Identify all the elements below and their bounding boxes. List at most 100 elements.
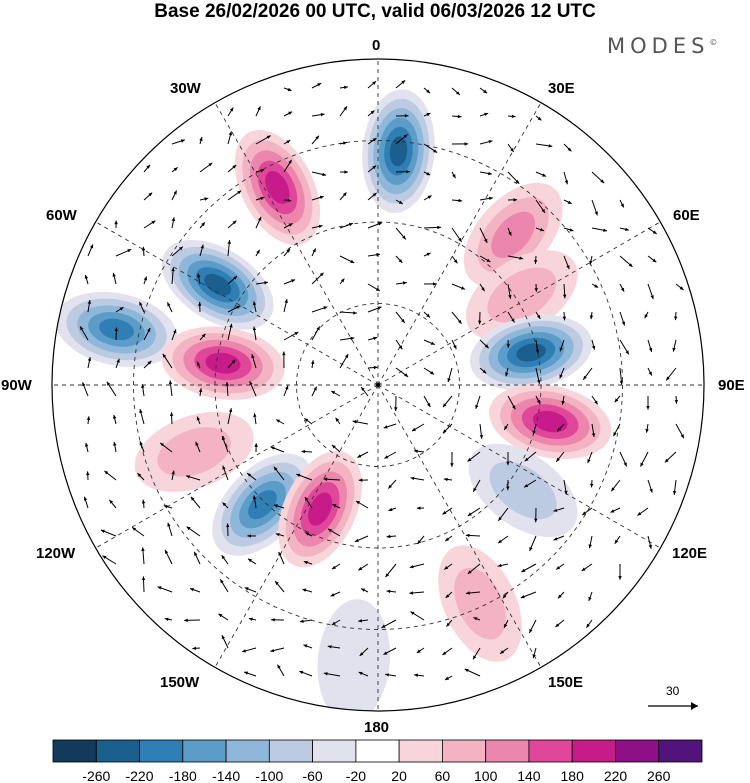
wind-vector-head — [220, 579, 224, 584]
wind-vector-head — [164, 617, 169, 621]
wind-vector-head — [275, 581, 279, 585]
anomaly-contour — [491, 211, 536, 258]
wind-vector-head — [482, 369, 487, 374]
wind-vector-head — [427, 195, 432, 199]
colorbar-tick-label: 60 — [435, 768, 451, 783]
wind-vector-head — [489, 196, 493, 201]
colorbar-swatch — [571, 739, 616, 763]
wind-vector-head — [430, 371, 435, 375]
map-title: Base 26/02/2026 00 UTC, valid 06/03/2026… — [154, 1, 596, 22]
wind-vector-head — [672, 347, 676, 352]
wind-vector-head — [221, 635, 225, 640]
colorbar-swatch — [615, 739, 660, 763]
wind-vector-head — [458, 319, 462, 324]
wind-vector-head — [327, 528, 332, 533]
wind-vector-head — [327, 645, 332, 649]
wind-vector-head — [484, 112, 489, 116]
wind-vector-head — [426, 252, 431, 256]
wind-vector-head — [350, 259, 355, 263]
wind-vector-head — [467, 512, 472, 516]
lon-label-150w: 150W — [160, 674, 200, 691]
anomaly-contour — [204, 273, 232, 296]
wind-vector-head — [404, 373, 409, 377]
wind-vector-head — [195, 441, 199, 446]
wind-vector-head — [461, 286, 465, 290]
reference-vector-label: 30 — [666, 684, 680, 698]
wind-vector-head — [372, 165, 377, 170]
wind-vector-head — [332, 565, 336, 570]
wind-vector-head — [192, 646, 197, 650]
wind-vector-head — [227, 240, 231, 244]
meridian-line — [377, 88, 550, 386]
wind-vector-head — [453, 345, 457, 349]
wind-vector-head — [458, 198, 463, 203]
wind-vector-head — [520, 595, 525, 599]
wind-vector-head — [137, 473, 142, 477]
wind-vector-head — [204, 197, 209, 201]
wind-vector-head — [316, 326, 320, 331]
wind-vector-head — [398, 259, 403, 263]
wind-vector-head — [385, 573, 390, 578]
colorbar-swatch — [398, 739, 443, 763]
wind-vector-head — [252, 301, 257, 306]
wind-vector-head — [384, 455, 389, 459]
wind-vector-head — [467, 457, 472, 462]
wind-vector-head — [286, 248, 290, 253]
wind-vector-head — [358, 478, 363, 482]
wind-vector-head — [253, 413, 257, 417]
wind-vector-head — [414, 449, 418, 453]
colorbar-tick-label: -260 — [82, 768, 110, 783]
wind-vector-head — [486, 258, 491, 262]
wind-vector-head — [553, 508, 558, 512]
reference-arrowhead — [691, 702, 698, 710]
wind-vector-head — [611, 487, 615, 492]
wind-vector-head — [186, 475, 190, 479]
wind-vector-head — [278, 551, 282, 556]
colorbar: -260 -220 -180 -140 -100 -60 -20 20 60 100 140 180 2… — [52, 739, 703, 783]
wind-vector-head — [537, 379, 541, 384]
wind-vector-head — [513, 198, 518, 202]
reference-vector — [648, 702, 698, 710]
wind-vector-head — [557, 427, 561, 432]
wind-vector-head — [537, 116, 542, 121]
wind-vector-head — [109, 499, 113, 504]
wind-vector-head — [167, 522, 171, 527]
wind-vector-head — [591, 433, 596, 437]
wind-vector-head — [373, 336, 378, 341]
wind-vector-head — [646, 406, 650, 410]
wind-vector-head — [342, 192, 347, 197]
wind-vector-head — [275, 533, 280, 537]
wind-vector-head — [354, 538, 359, 542]
wind-vector-head — [311, 360, 315, 365]
colorbar-swatch — [52, 739, 97, 763]
wind-vector-head — [343, 141, 347, 145]
wind-vector-head — [473, 487, 477, 492]
wind-vector-head — [200, 244, 204, 249]
wind-vector-head — [344, 354, 349, 359]
wind-vector-head — [569, 228, 574, 232]
wind-vector-head — [180, 139, 185, 143]
wind-vector-head — [664, 458, 669, 463]
wind-vector-head — [388, 507, 393, 512]
wind-vector-head — [504, 426, 508, 430]
wind-vector-head — [322, 172, 327, 177]
wind-vector-head — [488, 140, 493, 144]
wind-vector-head — [270, 648, 275, 653]
wind-vector-head — [453, 259, 458, 264]
negative-anomaly-siberia — [469, 315, 593, 390]
colorbar-tick-label: -100 — [255, 768, 283, 783]
wind-vector-head — [558, 594, 562, 599]
negative-anomaly-north — [362, 89, 435, 214]
wind-vector-head — [508, 231, 512, 236]
colorbar-tick-label: -60 — [302, 768, 322, 783]
wind-vector-head — [299, 670, 304, 675]
wind-vector-head — [648, 371, 652, 376]
wind-vector-head — [589, 315, 594, 320]
wind-vector-head — [566, 265, 570, 270]
wind-vector-head — [506, 461, 510, 466]
wind-vector-head — [484, 344, 489, 349]
wind-vector-head — [649, 488, 653, 493]
wind-vector-head — [116, 358, 120, 363]
wind-vector-head — [331, 391, 336, 395]
wind-vector-head — [548, 144, 553, 148]
